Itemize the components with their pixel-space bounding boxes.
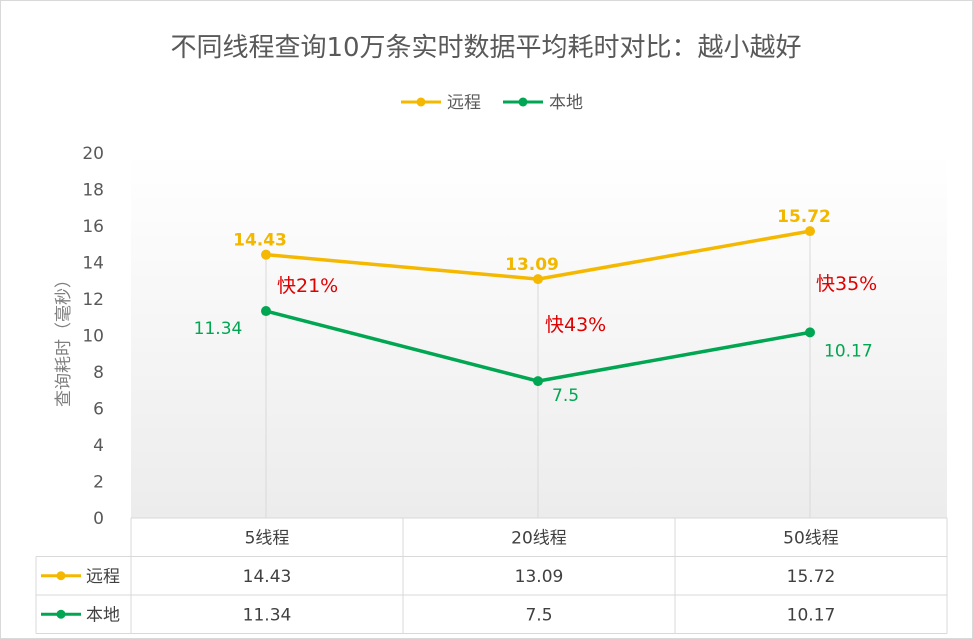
data-label-local: 10.17 xyxy=(824,341,873,361)
table-cell: 10.17 xyxy=(787,605,836,625)
table-cell: 13.09 xyxy=(515,567,564,587)
y-tick-label: 0 xyxy=(93,509,104,529)
data-point xyxy=(533,274,543,285)
table-cell: 15.72 xyxy=(787,567,836,587)
data-point xyxy=(261,249,271,260)
legend-marker-remote xyxy=(416,97,426,107)
data-point xyxy=(533,376,543,387)
y-tick-label: 10 xyxy=(82,327,104,347)
table-row-label: 本地 xyxy=(86,605,120,625)
data-label-remote: 13.09 xyxy=(505,255,559,275)
data-point xyxy=(805,226,815,237)
table-header-cell: 50线程 xyxy=(783,528,839,548)
data-label-local: 7.5 xyxy=(552,386,579,406)
annotation-5: 快21% xyxy=(277,275,338,297)
y-tick-label: 12 xyxy=(82,290,104,310)
y-tick-label: 14 xyxy=(82,254,104,274)
table-header-cell: 5线程 xyxy=(245,528,290,548)
y-tick-label: 4 xyxy=(93,436,104,456)
table-row-label: 远程 xyxy=(86,567,120,587)
table-legend-marker xyxy=(56,571,66,581)
data-label-local: 11.34 xyxy=(194,319,243,339)
data-labels: 14.43 13.09 15.72 11.34 7.5 10.17 xyxy=(194,207,873,406)
annotation-50: 快35% xyxy=(816,273,877,295)
y-axis-ticks: 0 2 4 6 8 10 12 14 16 18 20 xyxy=(82,144,104,529)
table-header-cell: 20线程 xyxy=(511,528,567,548)
y-tick-label: 2 xyxy=(93,473,104,493)
y-tick-label: 20 xyxy=(82,144,104,164)
y-tick-label: 8 xyxy=(93,363,104,383)
legend: 远程 本地 xyxy=(401,93,583,113)
y-axis-label: 查询耗时（毫秒） xyxy=(54,271,74,407)
legend-label-local: 本地 xyxy=(549,93,583,113)
table-cell: 7.5 xyxy=(525,605,552,625)
data-label-remote: 14.43 xyxy=(233,231,287,251)
data-label-remote: 15.72 xyxy=(777,207,831,227)
legend-marker-local xyxy=(518,97,528,107)
y-tick-label: 16 xyxy=(82,217,104,237)
speedup-annotations: 快21% 快43% 快35% xyxy=(277,273,877,336)
drop-lines xyxy=(265,231,811,518)
y-tick-label: 18 xyxy=(82,181,104,201)
table-legend-marker xyxy=(56,609,66,619)
y-tick-label: 6 xyxy=(93,400,104,420)
legend-label-remote: 远程 xyxy=(447,93,481,113)
table-cell: 11.34 xyxy=(243,605,292,625)
data-point xyxy=(805,327,815,338)
chart-title: 不同线程查询10万条实时数据平均耗时对比：越小越好 xyxy=(170,33,801,63)
annotation-20: 快43% xyxy=(545,314,606,336)
data-point xyxy=(261,306,271,317)
table-cell: 14.43 xyxy=(243,567,292,587)
series-group xyxy=(261,226,815,387)
